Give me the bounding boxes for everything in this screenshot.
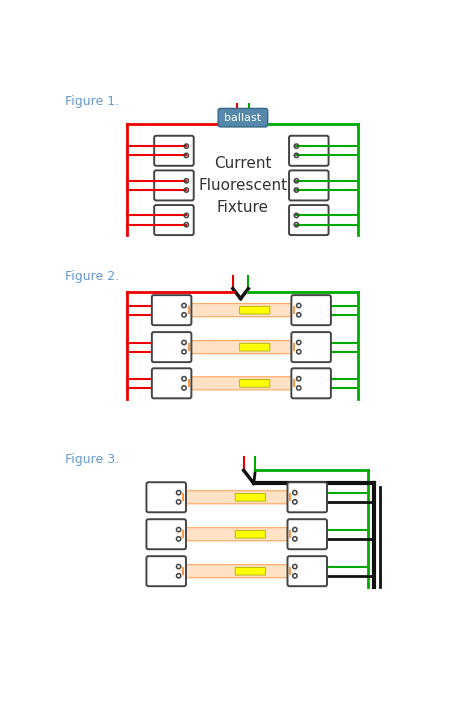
FancyBboxPatch shape <box>240 343 270 351</box>
Text: Figure 2.: Figure 2. <box>65 270 119 283</box>
FancyBboxPatch shape <box>152 295 191 325</box>
Text: Figure 1.: Figure 1. <box>65 95 119 107</box>
FancyBboxPatch shape <box>292 332 331 362</box>
FancyBboxPatch shape <box>288 519 327 549</box>
FancyBboxPatch shape <box>218 108 268 127</box>
FancyBboxPatch shape <box>146 482 186 513</box>
FancyBboxPatch shape <box>235 530 265 538</box>
Text: Figure 3.: Figure 3. <box>65 454 119 466</box>
FancyBboxPatch shape <box>184 341 299 353</box>
Text: ballast: ballast <box>224 112 262 123</box>
FancyBboxPatch shape <box>235 493 265 501</box>
FancyBboxPatch shape <box>154 136 194 166</box>
FancyBboxPatch shape <box>179 565 295 578</box>
FancyBboxPatch shape <box>152 332 191 362</box>
Text: Current
Fluorescent
Fixture: Current Fluorescent Fixture <box>198 156 288 215</box>
FancyBboxPatch shape <box>240 380 270 387</box>
FancyBboxPatch shape <box>179 528 295 541</box>
FancyBboxPatch shape <box>154 171 194 201</box>
FancyBboxPatch shape <box>289 136 328 166</box>
FancyBboxPatch shape <box>184 377 299 390</box>
FancyBboxPatch shape <box>240 306 270 314</box>
FancyBboxPatch shape <box>289 205 328 235</box>
FancyBboxPatch shape <box>235 567 265 575</box>
FancyBboxPatch shape <box>292 368 331 398</box>
FancyBboxPatch shape <box>289 171 328 201</box>
FancyBboxPatch shape <box>146 519 186 549</box>
FancyBboxPatch shape <box>154 205 194 235</box>
FancyBboxPatch shape <box>184 304 299 316</box>
FancyBboxPatch shape <box>292 295 331 325</box>
FancyBboxPatch shape <box>288 556 327 586</box>
FancyBboxPatch shape <box>179 491 295 504</box>
FancyBboxPatch shape <box>288 482 327 513</box>
FancyBboxPatch shape <box>146 556 186 586</box>
FancyBboxPatch shape <box>152 368 191 398</box>
